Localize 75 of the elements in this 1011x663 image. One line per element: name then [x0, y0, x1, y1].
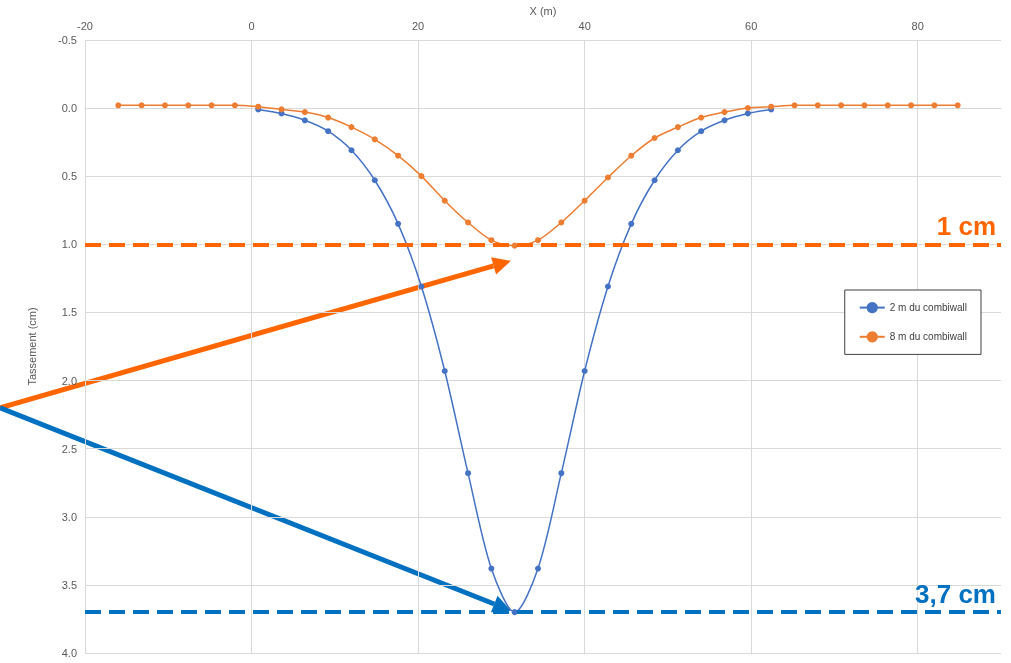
point — [628, 152, 635, 159]
point — [651, 135, 658, 141]
x-tick-label: 60 — [745, 20, 758, 33]
x-tick-label: 20 — [411, 20, 425, 33]
y-tick-label: -0.5 — [58, 33, 77, 46]
point — [674, 147, 681, 154]
point — [628, 220, 635, 227]
y-tick-label: 2.5 — [61, 442, 77, 455]
point — [581, 367, 588, 374]
point — [558, 470, 565, 477]
point — [488, 565, 495, 572]
point — [325, 114, 332, 121]
point — [348, 124, 355, 131]
ref-line-label: 3,7 cm — [915, 579, 996, 610]
point — [465, 219, 472, 226]
point — [698, 128, 705, 135]
point — [791, 102, 798, 109]
point — [581, 197, 588, 204]
y-tick-label: 0.5 — [61, 170, 77, 183]
y-tick-label: 1.5 — [61, 306, 77, 319]
y-tick-label: 2.0 — [61, 374, 77, 387]
ref-line-label: 1 cm — [936, 211, 996, 242]
point — [604, 283, 611, 290]
point — [535, 237, 541, 244]
point — [371, 177, 378, 184]
point — [674, 124, 681, 131]
point — [395, 220, 402, 227]
point — [861, 102, 868, 109]
x-tick-label: 40 — [578, 20, 591, 33]
point — [185, 102, 192, 109]
y-tick-label: 0.0 — [61, 102, 77, 115]
y-axis-title: Tassement (cm) — [25, 307, 38, 386]
point — [931, 102, 938, 109]
point — [231, 102, 238, 109]
point — [395, 152, 402, 159]
y-tick-label: 3.5 — [61, 578, 77, 591]
legend-label: 2 m du combiwall — [889, 302, 968, 314]
point — [138, 102, 145, 109]
point — [371, 136, 378, 143]
point — [441, 367, 448, 374]
point — [884, 102, 891, 109]
point — [301, 117, 308, 124]
point — [814, 102, 821, 109]
point — [208, 102, 215, 109]
point — [115, 102, 122, 109]
x-tick-label: 80 — [911, 20, 924, 33]
x-tick-label: -20 — [77, 20, 93, 33]
point — [161, 102, 168, 109]
point — [441, 197, 448, 204]
point — [418, 283, 425, 290]
point — [698, 114, 705, 121]
point — [744, 110, 751, 117]
point — [511, 242, 518, 249]
x-tick-label: 0 — [248, 20, 255, 33]
y-tick-label: 4.0 — [61, 647, 77, 659]
point — [348, 147, 355, 154]
point — [535, 565, 541, 572]
point — [604, 174, 611, 181]
y-tick-label: 3.0 — [61, 510, 77, 523]
point — [651, 177, 658, 184]
legend-label: 8 m du combiwall — [889, 331, 968, 343]
point — [488, 237, 495, 244]
point — [744, 105, 751, 112]
point — [954, 102, 961, 109]
point — [908, 102, 915, 109]
point — [838, 102, 845, 109]
point — [465, 470, 472, 477]
x-axis-title: X (m) — [529, 4, 557, 17]
point — [721, 117, 728, 124]
point — [301, 109, 308, 116]
point — [721, 109, 728, 116]
point — [418, 173, 425, 180]
point — [511, 609, 518, 616]
point — [325, 128, 332, 135]
y-tick-label: 1.0 — [61, 238, 77, 251]
